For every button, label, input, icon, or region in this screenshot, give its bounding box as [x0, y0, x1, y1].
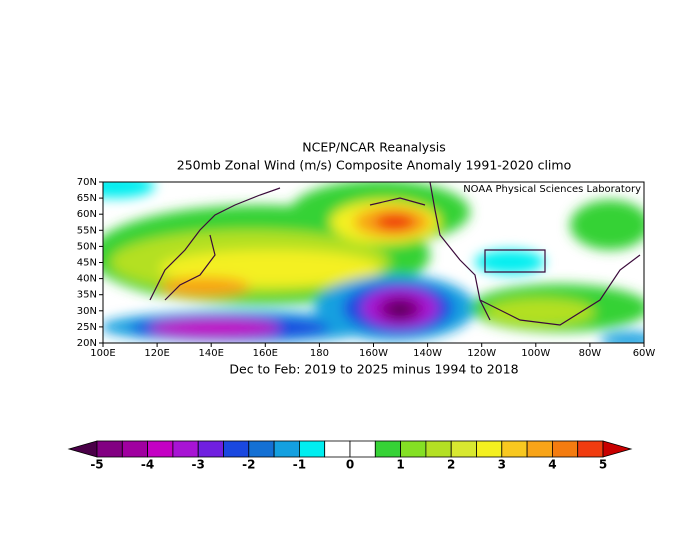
x-tick-label: 160W	[359, 348, 388, 359]
x-tick-label: 140E	[198, 348, 223, 359]
y-tick-label: 30N	[77, 306, 97, 317]
x-tick-label: 120E	[144, 348, 169, 359]
map-field	[103, 182, 644, 343]
x-tick-label: 140W	[413, 348, 442, 359]
colorbar-label: 1	[396, 458, 404, 472]
colorbar-box	[197, 440, 224, 458]
colorbar-label: 0	[346, 458, 354, 472]
x-tick-label: 160E	[253, 348, 278, 359]
credit: NOAA Physical Sciences Laboratory	[463, 184, 641, 195]
colorbar-label: -5	[90, 458, 103, 472]
colorbar-under	[67, 440, 98, 458]
colorbar-box	[223, 440, 250, 458]
caption: Dec to Feb: 2019 to 2025 minus 1994 to 2…	[229, 362, 518, 377]
y-tick-label: 55N	[77, 225, 97, 236]
colorbar-box	[248, 440, 275, 458]
y-tick-label: 50N	[77, 241, 97, 252]
title: NCEP/NCAR Reanalysis	[302, 140, 445, 155]
colorbar-box	[577, 440, 604, 458]
colorbar-box	[349, 440, 376, 458]
y-tick-label: 65N	[77, 193, 97, 204]
x-tick-label: 60W	[633, 348, 656, 359]
x-tick-label: 100E	[90, 348, 115, 359]
colorbar-box	[147, 440, 174, 458]
colorbar-label: 2	[447, 458, 455, 472]
colorbar-box	[450, 440, 477, 458]
y-tick-label: 25N	[77, 322, 97, 333]
colorbar-label: -2	[242, 458, 255, 472]
colorbar-box	[501, 440, 528, 458]
y-tick-label: 40N	[77, 274, 97, 285]
colorbar-box	[96, 440, 123, 458]
colorbar-box	[172, 440, 199, 458]
y-tick-label: 60N	[77, 209, 97, 220]
colorbar-box	[273, 440, 300, 458]
colorbar-label: 5	[599, 458, 607, 472]
colorbar-over	[602, 440, 633, 458]
colorbar-box	[476, 440, 503, 458]
colorbar-box	[526, 440, 553, 458]
colorbar-box	[324, 440, 351, 458]
colorbar-label: 3	[498, 458, 506, 472]
y-tick-label: 35N	[77, 290, 97, 301]
colorbar-box	[374, 440, 401, 458]
x-tick-label: 80W	[579, 348, 602, 359]
colorbar-box	[298, 440, 326, 458]
colorbar-box	[121, 440, 149, 458]
colorbar-label: -3	[192, 458, 205, 472]
y-tick-label: 70N	[77, 177, 97, 188]
x-tick-label: 120W	[467, 348, 496, 359]
subtitle: 250mb Zonal Wind (m/s) Composite Anomaly…	[177, 158, 571, 173]
x-tick-label: 100W	[521, 348, 550, 359]
colorbar-box	[400, 440, 427, 458]
colorbar-label: -1	[293, 458, 306, 472]
y-tick-label: 20N	[77, 338, 97, 349]
x-tick-label: 180	[310, 348, 329, 359]
colorbar-box	[552, 440, 579, 458]
y-tick-label: 45N	[77, 258, 97, 269]
colorbar-label: -4	[141, 458, 154, 472]
colorbar-box	[425, 440, 452, 458]
colorbar-label: 4	[548, 458, 556, 472]
